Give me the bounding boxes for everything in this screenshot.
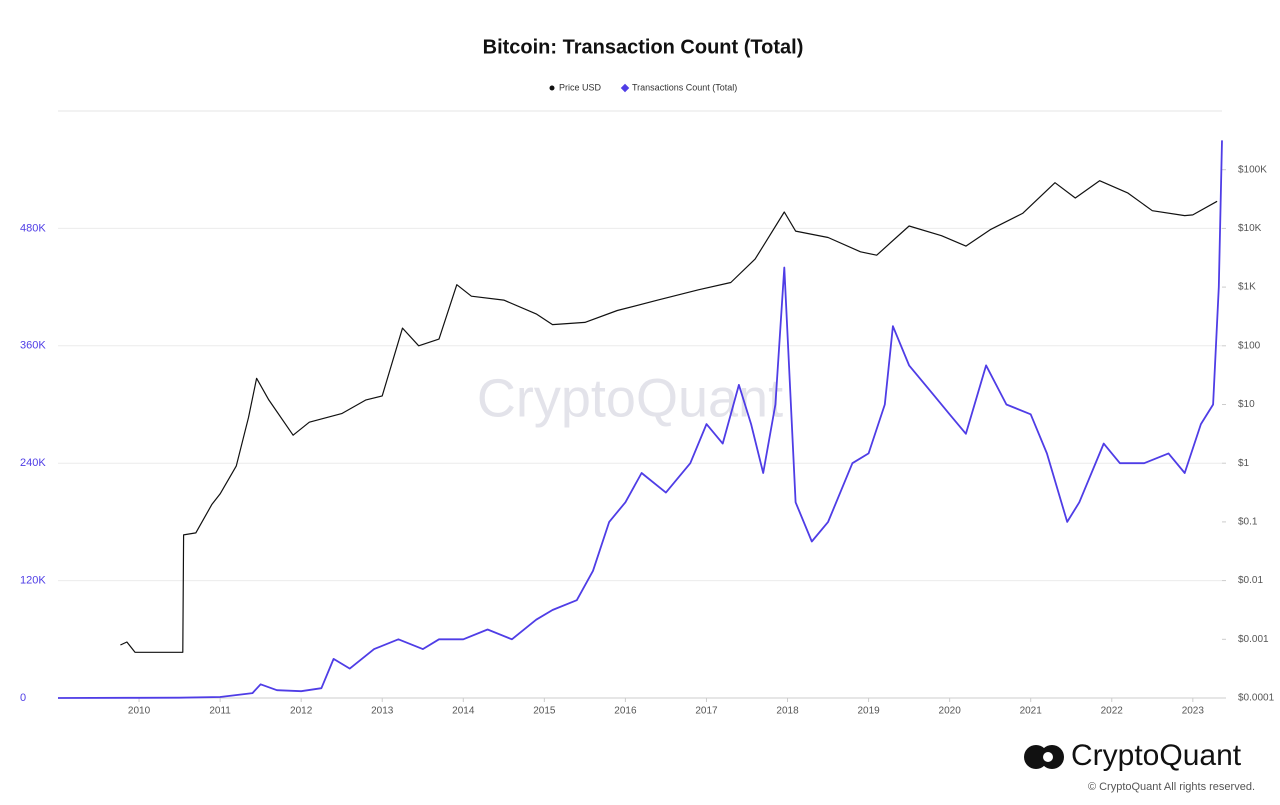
x-tick-label: 2019 — [857, 706, 880, 717]
x-tick-label: 2023 — [1182, 706, 1205, 717]
y2-tick-label: $100K — [1238, 164, 1267, 175]
x-tick-label: 2021 — [1020, 706, 1043, 717]
y2-tick-label: $100 — [1238, 340, 1261, 351]
legend-marker — [620, 83, 630, 93]
y-tick-label: 120K — [20, 575, 46, 587]
y-tick-label: 480K — [20, 222, 46, 234]
x-tick-label: 2017 — [695, 706, 718, 717]
series-line — [120, 180, 1218, 653]
x-tick-label: 2018 — [776, 706, 799, 717]
y2-tick-label: $1K — [1238, 282, 1256, 293]
logo-shape — [1043, 752, 1053, 762]
legend-label: Price USD — [559, 82, 602, 92]
x-tick-label: 2013 — [371, 706, 394, 717]
copyright: © CryptoQuant All rights reserved. — [1088, 781, 1255, 793]
chart-title: Bitcoin: Transaction Count (Total) — [483, 36, 804, 58]
y-tick-label: 0 — [20, 692, 26, 704]
series-line — [57, 140, 1223, 699]
y2-tick-label: $1 — [1238, 458, 1250, 469]
brand-logo — [1024, 745, 1064, 769]
legend-label: Transactions Count (Total) — [632, 82, 737, 92]
y-tick-label: 360K — [20, 340, 46, 352]
watermark: CryptoQuant — [477, 368, 783, 428]
x-tick-label: 2011 — [209, 706, 231, 717]
y2-tick-label: $0.01 — [1238, 575, 1263, 586]
brand: CryptoQuant — [1071, 739, 1242, 772]
x-tick-label: 2010 — [128, 706, 151, 717]
x-tick-label: 2020 — [939, 706, 962, 717]
x-tick-label: 2014 — [452, 706, 475, 717]
y2-tick-label: $0.001 — [1238, 634, 1269, 645]
y2-tick-label: $10 — [1238, 399, 1255, 410]
y2-tick-label: $0.1 — [1238, 517, 1258, 528]
y2-tick-label: $10K — [1238, 223, 1262, 234]
x-tick-label: 2016 — [614, 706, 637, 717]
x-tick-label: 2012 — [290, 706, 313, 717]
x-tick-label: 2022 — [1101, 706, 1124, 717]
x-tick-label: 2015 — [533, 706, 556, 717]
legend-marker — [549, 85, 555, 91]
y2-tick-label: $0.0001 — [1238, 693, 1275, 704]
y-tick-label: 240K — [20, 457, 46, 469]
